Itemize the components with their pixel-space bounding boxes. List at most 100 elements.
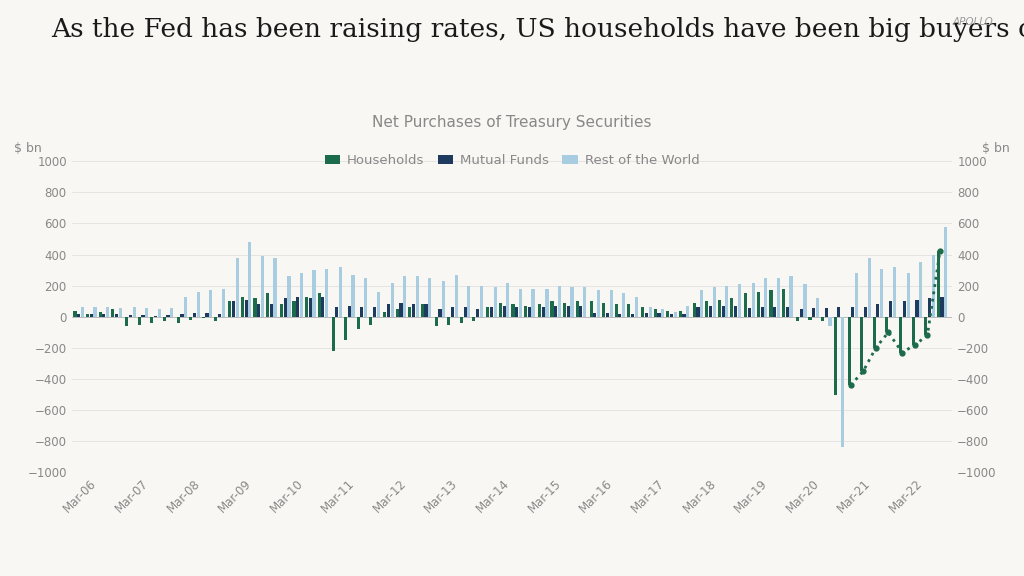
Bar	[339, 267, 342, 317]
Bar	[202, 317, 205, 319]
Bar	[944, 226, 947, 317]
Bar	[631, 314, 634, 317]
Bar	[796, 317, 799, 321]
Bar	[838, 308, 841, 317]
Bar	[662, 309, 665, 317]
Bar	[864, 306, 867, 317]
Bar	[132, 308, 136, 317]
Bar	[777, 278, 780, 317]
Bar	[184, 297, 187, 317]
Bar	[163, 317, 166, 321]
Bar	[667, 310, 670, 317]
Bar	[218, 314, 221, 317]
Bar	[464, 308, 467, 317]
Bar	[880, 268, 884, 317]
Bar	[344, 317, 347, 340]
Bar	[867, 257, 870, 317]
Bar	[737, 284, 741, 317]
Bar	[597, 290, 600, 317]
Bar	[158, 309, 161, 317]
Bar	[551, 301, 554, 317]
Bar	[635, 297, 638, 317]
Bar	[145, 308, 148, 317]
Bar	[506, 283, 510, 317]
Bar	[841, 317, 844, 448]
Bar	[641, 308, 644, 317]
Bar	[911, 317, 914, 345]
Bar	[253, 298, 257, 317]
Bar	[245, 300, 248, 317]
Bar	[925, 317, 928, 335]
Bar	[421, 304, 424, 317]
Bar	[761, 308, 764, 317]
Bar	[170, 308, 173, 317]
Bar	[480, 286, 483, 317]
Bar	[296, 297, 299, 317]
Bar	[438, 309, 441, 317]
Legend: Households, Mutual Funds, Rest of the World: Households, Mutual Funds, Rest of the Wo…	[319, 149, 705, 173]
Bar	[653, 309, 656, 317]
Bar	[752, 283, 755, 317]
Bar	[490, 308, 494, 317]
Bar	[674, 312, 677, 317]
Bar	[816, 298, 819, 317]
Bar	[369, 317, 373, 325]
Bar	[435, 317, 438, 326]
Bar	[622, 294, 626, 317]
Bar	[614, 304, 617, 317]
Bar	[503, 306, 506, 317]
Bar	[773, 308, 776, 317]
Bar	[269, 304, 272, 317]
Bar	[395, 309, 398, 317]
Bar	[903, 301, 906, 317]
Bar	[725, 286, 728, 317]
Bar	[524, 306, 527, 317]
Bar	[360, 308, 364, 317]
Bar	[744, 294, 748, 317]
Bar	[686, 306, 689, 317]
Bar	[383, 312, 386, 317]
Bar	[241, 297, 244, 317]
Bar	[455, 275, 458, 317]
Bar	[609, 290, 612, 317]
Bar	[308, 298, 312, 317]
Bar	[851, 308, 854, 317]
Text: As the Fed has been raising rates, US households have been big buyers of US Trea: As the Fed has been raising rates, US ho…	[51, 17, 1024, 42]
Bar	[197, 292, 200, 317]
Bar	[364, 278, 368, 317]
Bar	[115, 314, 118, 317]
Bar	[403, 276, 407, 317]
Bar	[713, 287, 716, 317]
Bar	[209, 290, 212, 317]
Bar	[214, 317, 217, 321]
Bar	[519, 289, 522, 317]
Bar	[932, 255, 935, 317]
Bar	[937, 252, 940, 317]
Bar	[706, 301, 709, 317]
Bar	[300, 273, 303, 317]
Bar	[809, 317, 812, 320]
Bar	[709, 306, 712, 317]
Bar	[627, 304, 631, 317]
Bar	[377, 292, 380, 317]
Bar	[757, 292, 760, 317]
Bar	[317, 294, 321, 317]
Bar	[828, 317, 831, 326]
Bar	[928, 298, 931, 317]
Bar	[137, 317, 140, 325]
Bar	[119, 308, 122, 317]
Bar	[554, 306, 557, 317]
Bar	[167, 315, 170, 317]
Bar	[872, 317, 876, 348]
Bar	[730, 298, 733, 317]
Bar	[106, 308, 110, 317]
Bar	[486, 308, 489, 317]
Bar	[266, 294, 269, 317]
Bar	[679, 310, 682, 317]
Bar	[390, 283, 393, 317]
Bar	[111, 309, 115, 317]
Bar	[154, 316, 157, 317]
Bar	[566, 306, 570, 317]
Bar	[531, 289, 535, 317]
Bar	[387, 304, 390, 317]
